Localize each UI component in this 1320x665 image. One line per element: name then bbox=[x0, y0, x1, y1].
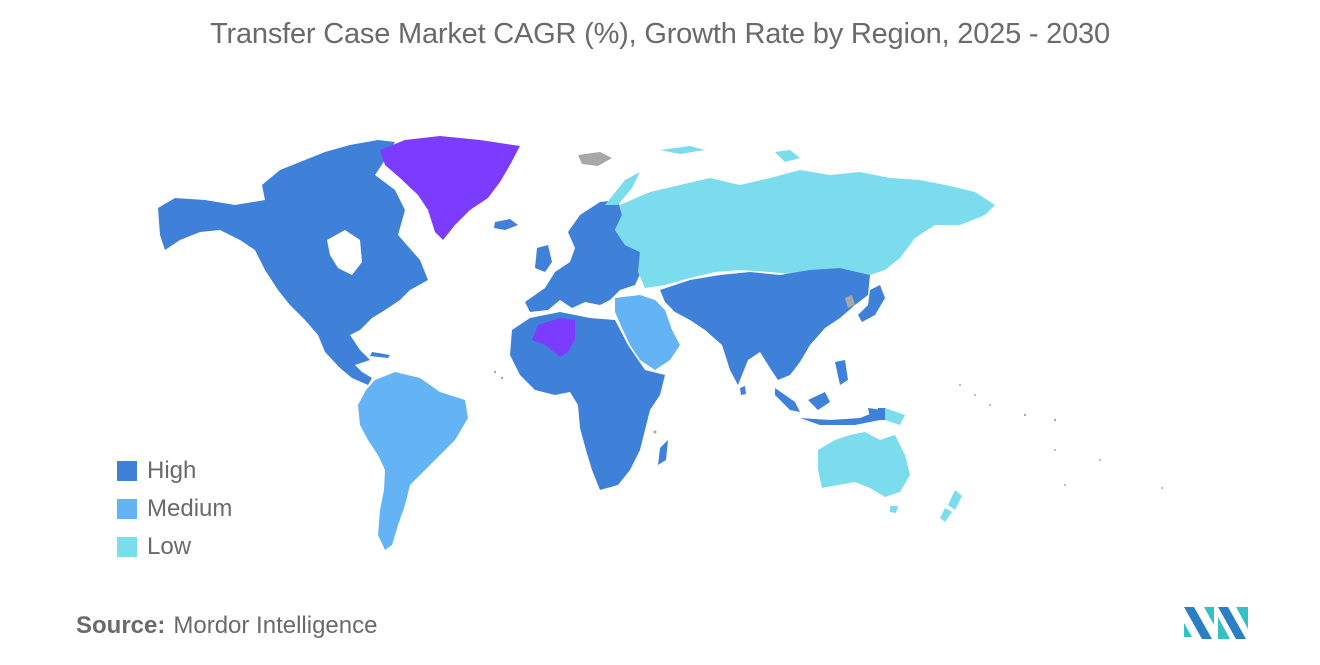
source-value: Mordor Intelligence bbox=[173, 612, 378, 639]
source-note: Source: Mordor Intelligence bbox=[76, 612, 377, 640]
region-central-america bbox=[318, 335, 372, 385]
legend: High Medium Low bbox=[117, 452, 232, 566]
region-russia bbox=[615, 170, 995, 288]
region-africa bbox=[510, 312, 665, 490]
legend-label: Medium bbox=[147, 495, 233, 522]
region-asia bbox=[660, 268, 870, 385]
region-algeria bbox=[532, 318, 575, 357]
legend-item-high: High bbox=[117, 452, 232, 490]
region-australia bbox=[818, 432, 910, 497]
mordor-logo-icon bbox=[1184, 607, 1248, 639]
legend-swatch-medium bbox=[117, 499, 137, 519]
region-middle-east bbox=[615, 295, 680, 370]
legend-item-low: Low bbox=[117, 528, 232, 566]
legend-label: High bbox=[147, 457, 197, 484]
chart-title: Transfer Case Market CAGR (%), Growth Ra… bbox=[210, 18, 1110, 50]
legend-label: Low bbox=[147, 533, 192, 560]
region-greenland bbox=[380, 136, 520, 240]
region-europe bbox=[525, 200, 642, 312]
region-south-america bbox=[358, 372, 468, 550]
region-north-america bbox=[158, 140, 428, 365]
source-label: Source: bbox=[76, 612, 166, 639]
legend-swatch-low bbox=[117, 537, 137, 557]
legend-swatch-high bbox=[117, 461, 137, 481]
legend-item-medium: Medium bbox=[117, 490, 232, 528]
